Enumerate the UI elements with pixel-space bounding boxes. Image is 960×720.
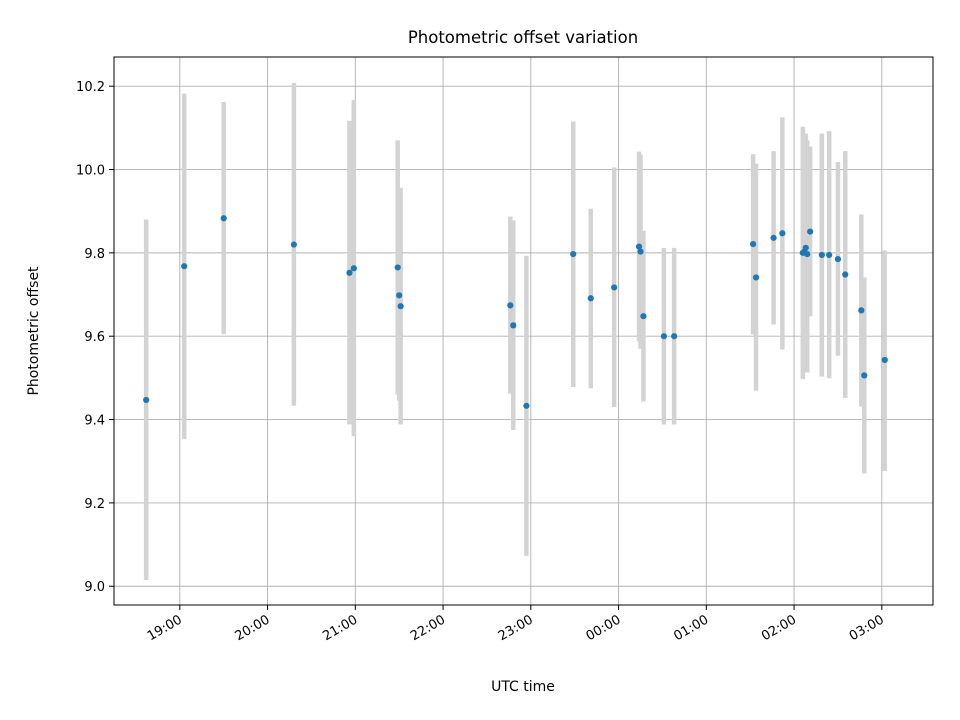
data-point bbox=[640, 313, 647, 320]
y-axis-label: Photometric offset bbox=[26, 266, 42, 396]
data-point bbox=[637, 248, 644, 255]
x-tick-label: 03:00 bbox=[847, 612, 887, 644]
y-tick-label: 10.0 bbox=[76, 164, 105, 179]
grid-lines bbox=[114, 57, 933, 605]
data-point bbox=[507, 302, 514, 309]
data-points bbox=[143, 215, 888, 409]
x-tick-label: 00:00 bbox=[584, 612, 624, 644]
x-axis: 19:00 20:00 21:00 22:00 23:00 00:00 01:00 02:00… bbox=[145, 605, 887, 644]
data-point bbox=[671, 333, 678, 340]
y-tick-label: 9.4 bbox=[84, 414, 105, 429]
plot-frame bbox=[113, 56, 934, 606]
data-point bbox=[861, 372, 868, 379]
y-tick-label: 9.2 bbox=[84, 497, 105, 512]
data-point bbox=[346, 269, 353, 276]
y-tick-label: 9.6 bbox=[84, 330, 105, 345]
y-tick-label: 10.2 bbox=[76, 80, 105, 95]
data-point bbox=[807, 228, 814, 235]
data-point bbox=[523, 402, 530, 409]
data-point bbox=[290, 241, 297, 248]
x-tick-label: 21:00 bbox=[320, 612, 360, 644]
data-point bbox=[660, 333, 668, 340]
data-point bbox=[804, 251, 811, 258]
data-point bbox=[770, 234, 777, 241]
data-point bbox=[750, 241, 757, 248]
data-point bbox=[220, 215, 227, 222]
x-tick-label: 20:00 bbox=[233, 612, 273, 644]
x-axis-label: UTC time bbox=[491, 679, 555, 695]
y-axis: 9.0 9.2 9.4 9.6 9.8 10.0 10.2 bbox=[76, 80, 114, 595]
data-point bbox=[826, 251, 833, 259]
x-tick-label: 02:00 bbox=[759, 612, 799, 644]
data-point bbox=[818, 251, 825, 259]
data-point bbox=[834, 256, 842, 263]
data-point bbox=[181, 263, 188, 270]
x-tick-label: 01:00 bbox=[671, 612, 711, 644]
x-tick-label: 23:00 bbox=[496, 612, 536, 644]
data-point bbox=[842, 271, 849, 278]
data-point bbox=[858, 307, 865, 314]
data-point bbox=[350, 265, 357, 272]
data-point bbox=[143, 396, 150, 404]
x-tick-label: 22:00 bbox=[408, 612, 448, 644]
y-tick-label: 9.8 bbox=[84, 247, 105, 262]
data-point bbox=[397, 303, 404, 310]
chart-title: Photometric offset variation bbox=[408, 28, 638, 47]
data-point bbox=[635, 243, 643, 250]
data-point bbox=[587, 295, 594, 302]
data-point bbox=[396, 292, 403, 299]
data-point bbox=[570, 251, 577, 258]
error-bars bbox=[143, 82, 887, 580]
data-point bbox=[752, 274, 760, 281]
data-point bbox=[779, 230, 786, 237]
data-point bbox=[881, 356, 888, 364]
y-tick-label: 9.0 bbox=[84, 580, 105, 595]
data-point bbox=[611, 284, 618, 291]
data-point bbox=[510, 322, 517, 329]
x-tick-label: 19:00 bbox=[145, 612, 185, 644]
data-point bbox=[394, 264, 401, 271]
data-point bbox=[802, 244, 809, 251]
